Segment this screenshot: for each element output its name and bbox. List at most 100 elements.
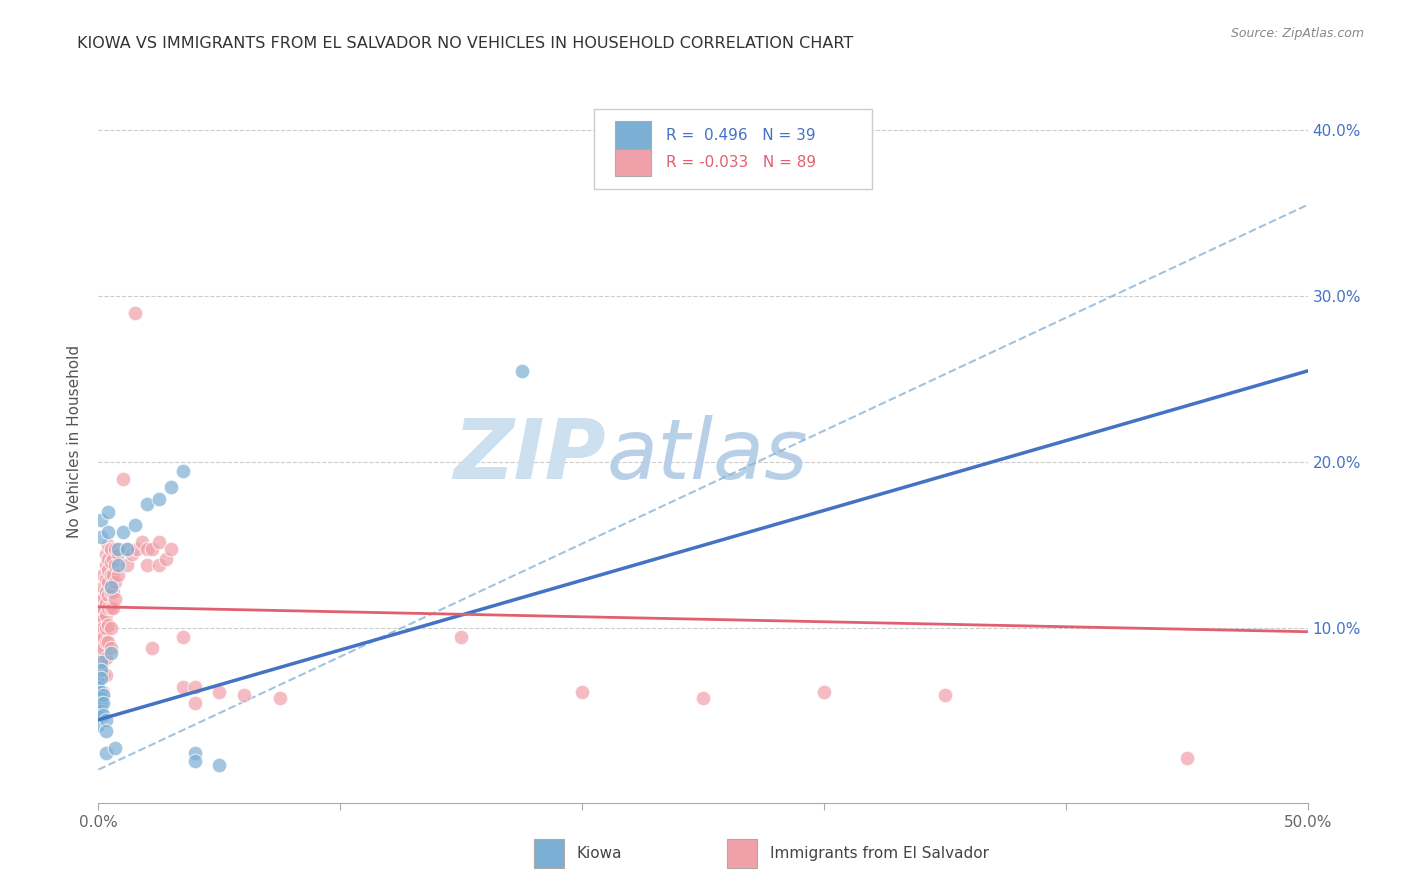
Point <box>97 574 120 589</box>
Point <box>94 651 117 665</box>
Point <box>148 491 170 506</box>
Point <box>94 634 117 648</box>
Point <box>184 754 207 768</box>
Point <box>131 535 153 549</box>
Point <box>90 613 112 627</box>
Point <box>87 605 110 619</box>
Point <box>94 608 117 623</box>
Point <box>813 684 835 698</box>
Point <box>104 741 127 756</box>
Point <box>208 757 231 772</box>
Point <box>94 585 117 599</box>
Point <box>90 671 112 685</box>
Point <box>117 541 139 556</box>
Point <box>148 558 170 573</box>
Point <box>141 641 163 656</box>
Point <box>91 568 114 582</box>
Point <box>97 524 120 539</box>
Point <box>104 591 127 606</box>
Text: atlas: atlas <box>606 416 808 497</box>
Point <box>117 558 139 573</box>
Point <box>97 505 120 519</box>
Point <box>87 674 110 689</box>
Point <box>450 630 472 644</box>
Text: ZIP: ZIP <box>454 416 606 497</box>
FancyBboxPatch shape <box>534 838 564 868</box>
Point <box>91 632 114 646</box>
FancyBboxPatch shape <box>614 149 651 177</box>
Point <box>160 541 183 556</box>
Point <box>87 707 110 722</box>
Point <box>124 306 146 320</box>
Point <box>100 568 122 582</box>
Point <box>97 538 120 552</box>
Point <box>107 558 129 573</box>
Point <box>91 641 114 656</box>
Point <box>692 691 714 706</box>
Point <box>100 646 122 660</box>
Point <box>91 668 114 682</box>
Point <box>94 572 117 586</box>
Point <box>90 588 112 602</box>
Point <box>1175 751 1198 765</box>
Point <box>104 541 127 556</box>
Point <box>94 668 117 682</box>
Point <box>94 713 117 727</box>
Point <box>121 547 143 561</box>
Point <box>87 646 110 660</box>
Point <box>934 688 956 702</box>
Point <box>90 630 112 644</box>
Point <box>148 535 170 549</box>
Point <box>100 621 122 635</box>
Point <box>184 746 207 760</box>
Point <box>100 555 122 569</box>
Point <box>135 541 157 556</box>
Point <box>160 480 183 494</box>
Point <box>107 547 129 561</box>
Point <box>87 613 110 627</box>
Point <box>91 580 114 594</box>
Point <box>155 551 177 566</box>
Point <box>90 663 112 677</box>
Point <box>184 696 207 710</box>
Point <box>94 746 117 760</box>
Point <box>107 541 129 556</box>
Point <box>107 568 129 582</box>
Point <box>100 541 122 556</box>
Text: R =  0.496   N = 39: R = 0.496 N = 39 <box>665 128 815 143</box>
Point <box>87 696 110 710</box>
Point <box>571 684 593 698</box>
Point <box>87 705 110 719</box>
Point <box>91 655 114 669</box>
Point <box>87 634 110 648</box>
Point <box>90 663 112 677</box>
Point <box>87 680 110 694</box>
Point <box>90 684 112 698</box>
Point <box>135 558 157 573</box>
Point <box>94 724 117 739</box>
Point <box>90 651 112 665</box>
Point <box>90 530 112 544</box>
Point <box>94 597 117 611</box>
Point <box>184 680 207 694</box>
Point <box>97 588 120 602</box>
Point <box>87 624 110 639</box>
Text: KIOWA VS IMMIGRANTS FROM EL SALVADOR NO VEHICLES IN HOUSEHOLD CORRELATION CHART: KIOWA VS IMMIGRANTS FROM EL SALVADOR NO … <box>77 36 853 51</box>
Point <box>91 684 114 698</box>
Point <box>94 621 117 635</box>
Point <box>124 518 146 533</box>
Point <box>172 680 194 694</box>
Point <box>97 563 120 577</box>
Point <box>97 601 120 615</box>
Point <box>94 558 117 573</box>
Point <box>97 551 120 566</box>
FancyBboxPatch shape <box>614 121 651 149</box>
Point <box>100 601 122 615</box>
Point <box>87 657 110 672</box>
Point <box>510 364 533 378</box>
Point <box>101 551 124 566</box>
Point <box>97 618 120 632</box>
Point <box>100 580 122 594</box>
Point <box>141 541 163 556</box>
Point <box>94 547 117 561</box>
